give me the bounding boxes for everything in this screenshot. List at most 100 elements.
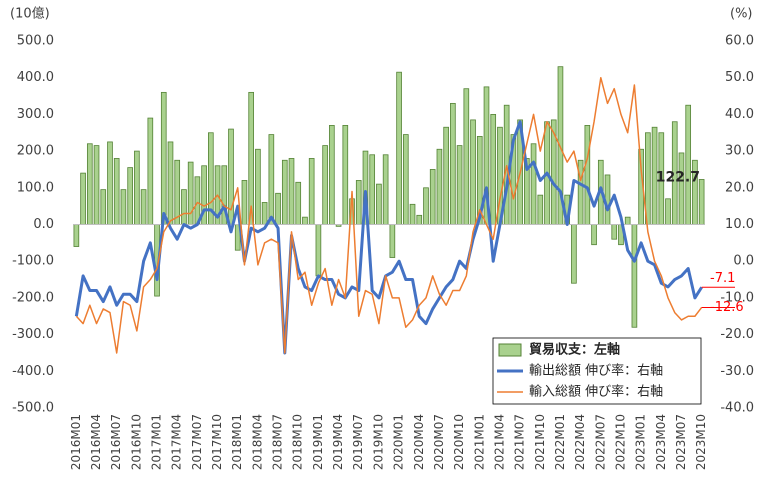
y2-unit-label: (%) xyxy=(730,7,753,22)
line-series xyxy=(75,76,703,354)
bar xyxy=(100,189,107,225)
y2-tick-label: -30.0 xyxy=(720,364,754,379)
bar xyxy=(322,145,328,225)
legend-label: 貿易収支：左軸 xyxy=(529,342,620,358)
y2-tick-label: 60.0 xyxy=(725,34,754,49)
x-tick-label: 2019M10 xyxy=(371,414,385,470)
data-label: -7.1 xyxy=(710,271,735,286)
bar xyxy=(409,203,416,225)
bar xyxy=(631,224,638,328)
legend-label: 輸出総額 伸び率：右軸 xyxy=(529,363,663,379)
x-tick-label: 2023M10 xyxy=(694,414,708,470)
bar xyxy=(402,134,409,225)
x-tick-label: 2020M04 xyxy=(412,414,426,470)
y2-tick-label: -20.0 xyxy=(720,327,754,342)
legend-label: 輸入総額 伸び率：右軸 xyxy=(529,384,663,400)
bar xyxy=(127,167,133,225)
bar xyxy=(490,114,497,225)
bar xyxy=(376,183,382,225)
y2-tick-label: -10.0 xyxy=(720,290,754,305)
bar xyxy=(342,125,349,225)
bar xyxy=(268,134,275,225)
x-tick-label: 2022M04 xyxy=(573,414,587,470)
y-tick-label: -500.0 xyxy=(12,401,54,416)
y-unit-label: (10億) xyxy=(10,6,50,22)
bar xyxy=(80,172,86,225)
bar xyxy=(288,158,295,225)
y2-tick-label: 50.0 xyxy=(725,70,754,85)
y-tick-label: 100.0 xyxy=(17,180,54,195)
y-tick-label: -100.0 xyxy=(12,254,54,269)
bar xyxy=(369,154,376,225)
x-tick-label: 2016M01 xyxy=(69,414,83,470)
x-tick-label: 2022M01 xyxy=(553,414,567,470)
bar xyxy=(591,224,597,246)
x-tick-label: 2017M10 xyxy=(210,414,224,470)
legend-swatch xyxy=(498,343,522,357)
bar xyxy=(443,126,449,225)
x-tick-label: 2018M10 xyxy=(291,414,305,470)
x-tick-label: 2016M07 xyxy=(109,414,123,470)
bar xyxy=(470,119,476,225)
bar xyxy=(174,159,181,225)
bar xyxy=(456,145,463,225)
bar xyxy=(160,91,167,225)
bar xyxy=(107,141,113,225)
x-tick-label: 2023M01 xyxy=(634,414,648,470)
bar xyxy=(463,88,470,225)
bar xyxy=(120,189,127,225)
bar xyxy=(396,71,402,225)
x-tick-label: 2018M01 xyxy=(230,414,244,470)
y-tick-label: -400.0 xyxy=(12,364,54,379)
line-series xyxy=(74,120,703,355)
x-tick-label: 2020M10 xyxy=(452,414,466,470)
x-tick-label: 2018M04 xyxy=(250,414,264,470)
bar xyxy=(329,125,335,225)
bar xyxy=(113,158,120,225)
y-tick-label: 300.0 xyxy=(17,107,54,122)
x-tick-label: 2019M01 xyxy=(311,414,325,470)
x-tick-label: 2017M01 xyxy=(150,414,164,470)
bar xyxy=(429,169,436,225)
bar xyxy=(134,150,140,225)
bar xyxy=(530,143,537,225)
bar xyxy=(73,224,80,247)
bar xyxy=(187,161,194,225)
y2-tick-label: -40.0 xyxy=(720,401,754,416)
bar xyxy=(167,141,174,225)
x-tick-label: 2020M01 xyxy=(392,414,406,470)
bar xyxy=(416,214,423,225)
bar xyxy=(436,148,443,225)
x-tick-label: 2021M01 xyxy=(472,414,486,470)
bar xyxy=(571,224,577,284)
bar xyxy=(665,198,671,225)
bar xyxy=(624,216,631,225)
y-tick-label: -300.0 xyxy=(12,327,54,342)
bar xyxy=(93,145,100,225)
x-tick-label: 2019M07 xyxy=(351,414,365,470)
bar xyxy=(678,152,685,225)
bar xyxy=(611,224,618,240)
bar xyxy=(181,189,187,225)
y2-tick-label: 10.0 xyxy=(725,217,754,232)
x-tick-label: 2022M07 xyxy=(593,414,607,470)
x-tick-label: 2017M07 xyxy=(190,414,204,470)
x-tick-label: 2023M04 xyxy=(654,414,668,470)
y-tick-label: 200.0 xyxy=(17,144,54,159)
bar xyxy=(147,117,154,225)
bar xyxy=(423,187,429,225)
bar xyxy=(389,224,396,258)
y2-tick-label: 20.0 xyxy=(725,180,754,195)
y2-tick-label: 40.0 xyxy=(725,107,754,122)
y2-tick-label: 0.0 xyxy=(733,254,754,269)
bar xyxy=(241,180,248,225)
x-tick-label: 2021M04 xyxy=(492,414,506,470)
bar xyxy=(295,181,302,225)
bar xyxy=(255,148,261,225)
bar xyxy=(503,104,510,225)
bar xyxy=(140,189,147,225)
bar xyxy=(315,224,322,277)
y-tick-label: 500.0 xyxy=(17,34,54,49)
